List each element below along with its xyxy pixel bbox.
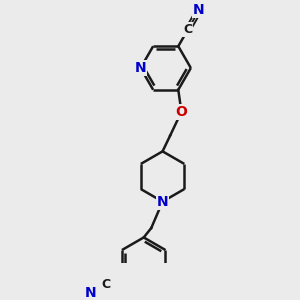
Text: N: N bbox=[193, 3, 205, 17]
Text: C: C bbox=[101, 278, 110, 291]
Text: C: C bbox=[183, 23, 192, 36]
Text: N: N bbox=[135, 61, 146, 75]
Text: N: N bbox=[85, 286, 96, 300]
Text: O: O bbox=[176, 105, 188, 119]
Text: N: N bbox=[157, 195, 168, 208]
